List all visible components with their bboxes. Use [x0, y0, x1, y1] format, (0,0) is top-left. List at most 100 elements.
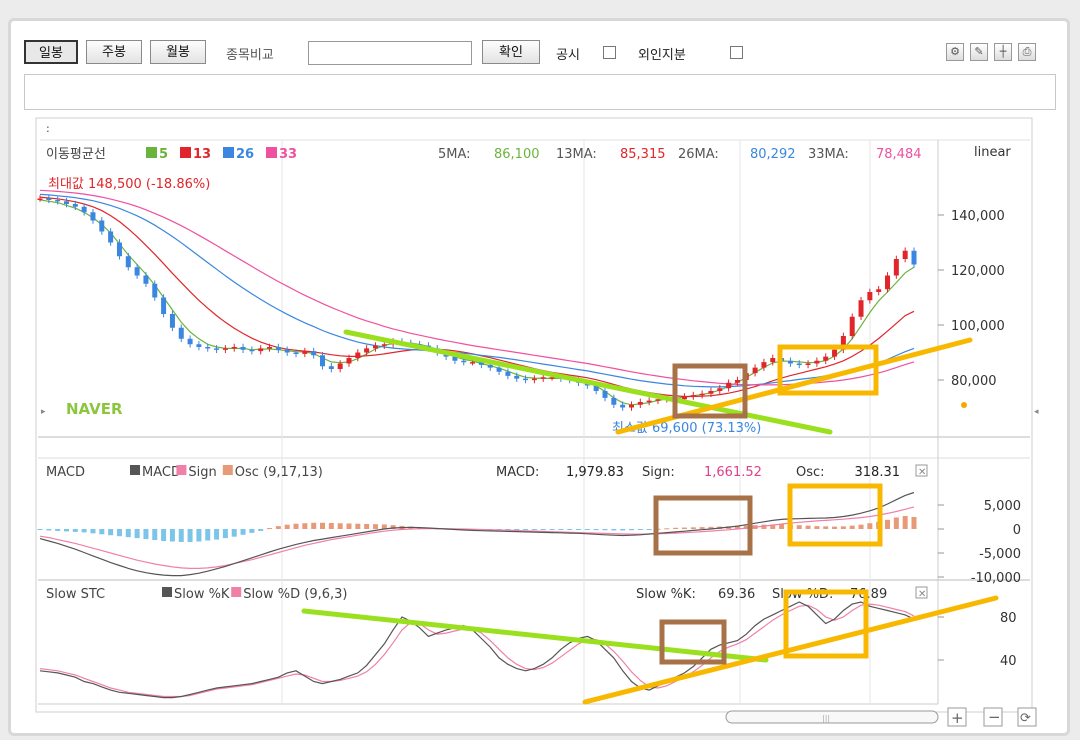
osc-bar: [355, 523, 361, 529]
candle-body: [249, 349, 255, 352]
print-icon[interactable]: ⎙: [1018, 43, 1036, 61]
macd-readout-value: 1,979.83: [566, 465, 624, 480]
box-brown-macd: [653, 495, 753, 556]
stc-close-button[interactable]: [915, 586, 928, 599]
candle-body: [37, 198, 43, 200]
candle-body: [487, 364, 493, 368]
candle-body: [337, 363, 343, 369]
reset-button[interactable]: [1017, 707, 1037, 727]
osc-bar: [169, 529, 175, 542]
scroll-left-icon[interactable]: ▸: [41, 407, 46, 417]
osc-bar: [558, 529, 564, 530]
candle-body: [346, 358, 352, 364]
candle-body: [461, 360, 467, 363]
settings-icon[interactable]: ⚙: [946, 43, 964, 61]
chart-frame: [35, 117, 1033, 713]
candle-body: [116, 242, 122, 257]
macd-readout-label: Osc:: [796, 465, 825, 480]
candle-body: [284, 349, 290, 353]
osc-bar: [849, 525, 855, 529]
osc-bar: [328, 523, 334, 529]
osc-bar: [178, 529, 184, 542]
osc-bar: [364, 523, 370, 529]
plus-icon[interactable]: +: [951, 709, 964, 727]
osc-bar: [63, 529, 69, 532]
candle-body: [381, 344, 387, 346]
stc-legend-label: Slow %D (9,6,3): [243, 587, 347, 602]
time-scrollbar[interactable]: [725, 710, 939, 724]
ma-readout-value: 80,292: [750, 147, 796, 162]
candle-body: [814, 360, 820, 364]
osc-bar: [302, 523, 308, 529]
osc-bar: [779, 524, 785, 529]
box-yellow-price: [777, 344, 879, 396]
osc-bar: [143, 529, 149, 540]
candle-body: [161, 297, 167, 314]
zoom-out-button[interactable]: [983, 707, 1003, 727]
ma-readout-value: 86,100: [494, 147, 540, 162]
osc-bar: [267, 528, 273, 530]
stc-legend: Slow %K Slow %D (9,6,3): [162, 587, 348, 602]
compare-input[interactable]: [308, 41, 472, 65]
macd-close-button[interactable]: [915, 464, 928, 477]
minus-icon[interactable]: −: [988, 708, 1001, 726]
candle-body: [514, 375, 520, 379]
macd-legend: MACD Sign Osc (9,17,13): [130, 465, 323, 480]
candle-body: [134, 267, 140, 276]
draw-icon[interactable]: ✎: [970, 43, 988, 61]
osc-bar: [761, 524, 767, 529]
scroll-right-icon[interactable]: ◂: [1034, 407, 1039, 417]
osc-bar: [602, 529, 608, 531]
box-brown-price: [672, 363, 748, 419]
macd-close-icon[interactable]: ✕: [918, 467, 926, 478]
candle-body: [726, 382, 732, 389]
stc-close-icon[interactable]: ✕: [918, 589, 926, 600]
candle-body: [143, 275, 149, 284]
macd-title: MACD: [46, 465, 85, 480]
confirm-button[interactable]: 확인: [482, 40, 540, 64]
candle-body: [646, 400, 652, 403]
period-monthly-button[interactable]: 월봉: [150, 40, 206, 64]
stc-legend-swatch: [162, 587, 172, 597]
macd-legend-label: Osc (9,17,13): [235, 465, 323, 480]
candle-body: [258, 348, 264, 352]
candle-body: [452, 356, 458, 361]
osc-bar: [628, 529, 634, 531]
candle-body: [796, 363, 802, 365]
osc-bar: [134, 529, 140, 539]
candle-body: [805, 363, 811, 365]
zoom-in-button[interactable]: [947, 707, 967, 727]
candle-body: [681, 396, 687, 400]
stc-readout-value: 69.36: [718, 587, 755, 602]
refresh-icon[interactable]: ⟳: [1020, 711, 1031, 726]
disclosure-checkbox[interactable]: [603, 46, 616, 59]
candle-body: [523, 378, 529, 381]
crosshair-icon[interactable]: ┼: [994, 43, 1012, 61]
scale-mode-label[interactable]: linear: [974, 145, 1011, 160]
candle-body: [470, 362, 476, 364]
osc-bar: [55, 529, 61, 531]
ma-title: 이동평균선: [46, 147, 106, 162]
candle-body: [311, 351, 317, 356]
candle-body: [320, 355, 326, 367]
macd-tick-label: 0: [1013, 523, 1021, 538]
scroll-grip-icon[interactable]: |||: [822, 714, 830, 723]
candle-body: [240, 347, 246, 350]
period-daily-button[interactable]: 일봉: [24, 40, 78, 64]
foreign-checkbox[interactable]: [730, 46, 743, 59]
osc-bar: [258, 529, 264, 531]
candle-body: [734, 380, 740, 383]
candle-body: [152, 283, 158, 298]
macd-readout-value: 318.31: [855, 465, 901, 480]
osc-bar: [858, 524, 864, 529]
candle-body: [302, 351, 308, 354]
candle-body: [125, 256, 131, 268]
macd-tick-label: -10,000: [971, 571, 1021, 586]
ma-line-26: [39, 193, 915, 388]
osc-bar: [214, 529, 220, 540]
downtrend-line-price: [343, 329, 833, 435]
candle-body: [699, 393, 705, 396]
period-weekly-button[interactable]: 주봉: [86, 40, 142, 64]
candle-body: [717, 388, 723, 391]
candle-body: [628, 404, 634, 408]
